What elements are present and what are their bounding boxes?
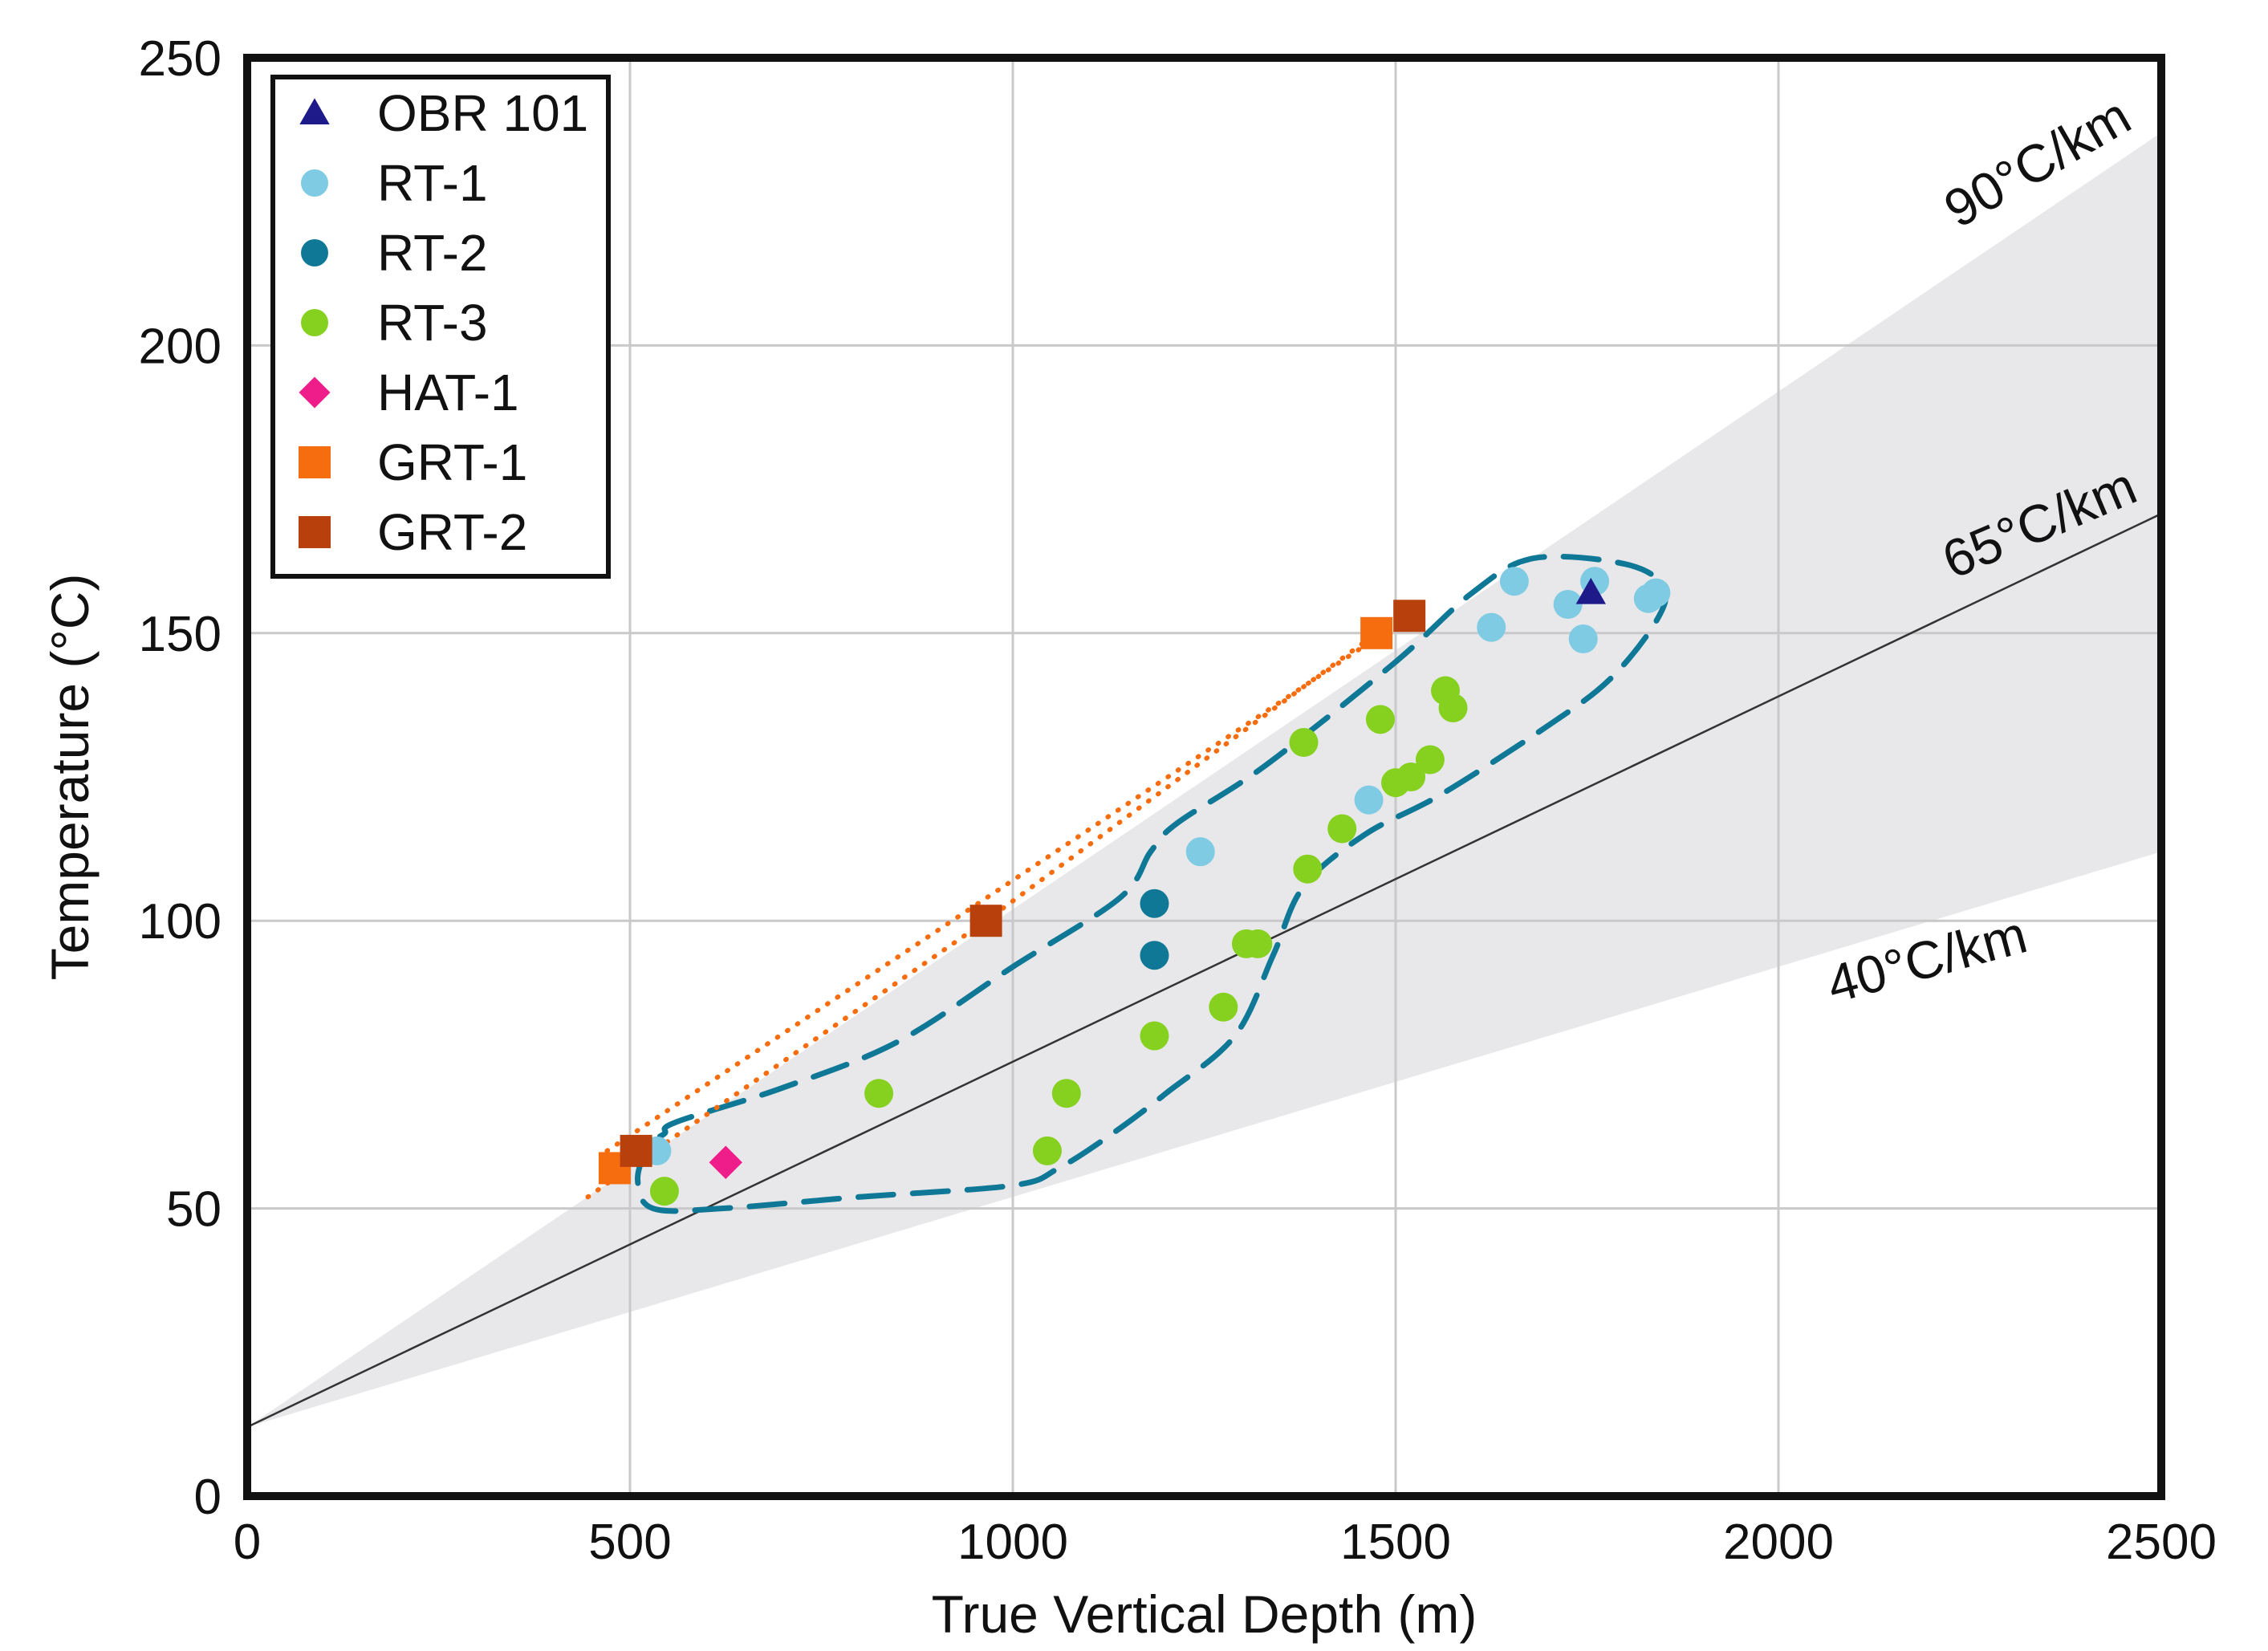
data-point-grt-2 bbox=[620, 1134, 652, 1167]
data-point-rt-1 bbox=[1553, 589, 1583, 619]
series-hat-1 bbox=[709, 1145, 742, 1179]
y-tick-label: 200 bbox=[139, 319, 222, 374]
data-point-rt-1 bbox=[1477, 612, 1506, 642]
legend-marker-rt-1 bbox=[301, 169, 328, 197]
x-tick-label: 2000 bbox=[1723, 1515, 1834, 1570]
legend-marker-rt-3 bbox=[301, 309, 328, 336]
data-point-rt-1 bbox=[1568, 624, 1598, 653]
legend-marker-grt-1 bbox=[299, 446, 331, 478]
data-point-obr-101 bbox=[1575, 577, 1606, 604]
data-point-rt-3 bbox=[1415, 745, 1445, 775]
series-grt-1 bbox=[598, 616, 1393, 1185]
x-axis-label: True Vertical Depth (m) bbox=[932, 1584, 1477, 1644]
y-tick-label: 0 bbox=[194, 1470, 222, 1525]
data-point-rt-3 bbox=[649, 1177, 679, 1206]
legend-item-hat-1: HAT-1 bbox=[299, 364, 519, 421]
data-point-rt-3 bbox=[1293, 854, 1323, 884]
legend-item-grt-1: GRT-1 bbox=[299, 433, 527, 491]
data-point-rt-3 bbox=[1289, 727, 1319, 757]
series-obr-101 bbox=[1575, 577, 1606, 604]
legend-item-rt-2: RT-2 bbox=[301, 224, 488, 282]
rt-envelope-dashed bbox=[635, 553, 1669, 1214]
data-point-rt-3 bbox=[1243, 929, 1273, 958]
reference-gradient-line bbox=[246, 512, 2162, 1429]
legend-marker-grt-2 bbox=[299, 516, 331, 548]
y-axis-label: Temperature (°C) bbox=[40, 574, 100, 981]
legend-box bbox=[270, 75, 611, 579]
legend: OBR 101 RT-1 RT-2 RT-3 HAT-1 GRT-1 GRT-2 bbox=[270, 75, 611, 579]
x-tick-label: 1000 bbox=[957, 1515, 1068, 1570]
data-point-rt-2 bbox=[1140, 941, 1169, 970]
data-point-grt-2 bbox=[969, 905, 1002, 937]
data-point-rt-3 bbox=[1140, 1021, 1169, 1051]
legend-label-grt-1: GRT-1 bbox=[377, 433, 527, 491]
y-tick-label: 250 bbox=[139, 31, 222, 87]
data-point-rt-3 bbox=[1396, 762, 1426, 791]
data-point-rt-1 bbox=[1354, 785, 1384, 815]
axes-layer: 0 500 1000 1500 2000 2500 0 50 100 150 200 250 True … bbox=[40, 31, 2217, 1644]
series-rt-1 bbox=[642, 567, 1671, 1165]
data-point-grt-2 bbox=[1393, 600, 1426, 632]
data-point-rt-3 bbox=[1438, 693, 1468, 722]
data-point-rt-3 bbox=[1051, 1079, 1081, 1108]
legend-item-rt-3: RT-3 bbox=[301, 294, 488, 352]
legend-item-grt-2: GRT-2 bbox=[299, 503, 527, 561]
data-point-rt-3 bbox=[1209, 992, 1238, 1022]
data-point-rt-3 bbox=[1327, 814, 1357, 844]
plot-frame bbox=[243, 54, 2165, 1500]
data-point-rt-1 bbox=[1641, 578, 1671, 608]
series-rt-3 bbox=[649, 676, 1468, 1206]
data-point-rt-1 bbox=[1185, 837, 1215, 867]
legend-marker-rt-2 bbox=[301, 239, 328, 266]
data-point-rt-3 bbox=[1365, 705, 1395, 734]
x-tick-label: 500 bbox=[588, 1515, 671, 1570]
legend-label-obr-101: OBR 101 bbox=[377, 84, 588, 142]
data-point-hat-1 bbox=[709, 1145, 742, 1179]
legend-label-grt-2: GRT-2 bbox=[377, 503, 527, 561]
legend-label-rt-2: RT-2 bbox=[377, 224, 488, 282]
legend-marker-obr-101 bbox=[299, 98, 330, 125]
data-point-grt-1 bbox=[1360, 616, 1393, 649]
grid-layer bbox=[247, 58, 2161, 1496]
series-grt-2 bbox=[620, 600, 1426, 1167]
data-point-rt-2 bbox=[1140, 889, 1169, 918]
legend-item-obr-101: OBR 101 bbox=[299, 84, 588, 142]
data-point-rt-3 bbox=[864, 1079, 894, 1108]
y-tick-label: 150 bbox=[139, 607, 222, 662]
x-tick-label: 0 bbox=[234, 1515, 261, 1570]
data-point-rt-3 bbox=[1032, 1136, 1062, 1165]
legend-item-rt-1: RT-1 bbox=[301, 154, 488, 212]
legend-label-rt-3: RT-3 bbox=[377, 294, 488, 352]
legend-marker-hat-1 bbox=[299, 376, 331, 409]
data-points-layer bbox=[598, 567, 1671, 1206]
data-point-rt-1 bbox=[1499, 567, 1529, 596]
series-rt-2 bbox=[1140, 889, 1169, 970]
x-tick-label: 1500 bbox=[1340, 1515, 1451, 1570]
x-tick-label: 2500 bbox=[2106, 1515, 2217, 1570]
legend-label-hat-1: HAT-1 bbox=[377, 364, 519, 421]
grt-dotted-line bbox=[604, 613, 1412, 1153]
legend-label-rt-1: RT-1 bbox=[377, 154, 488, 212]
y-tick-label: 100 bbox=[139, 894, 222, 950]
y-tick-label: 50 bbox=[166, 1182, 222, 1238]
